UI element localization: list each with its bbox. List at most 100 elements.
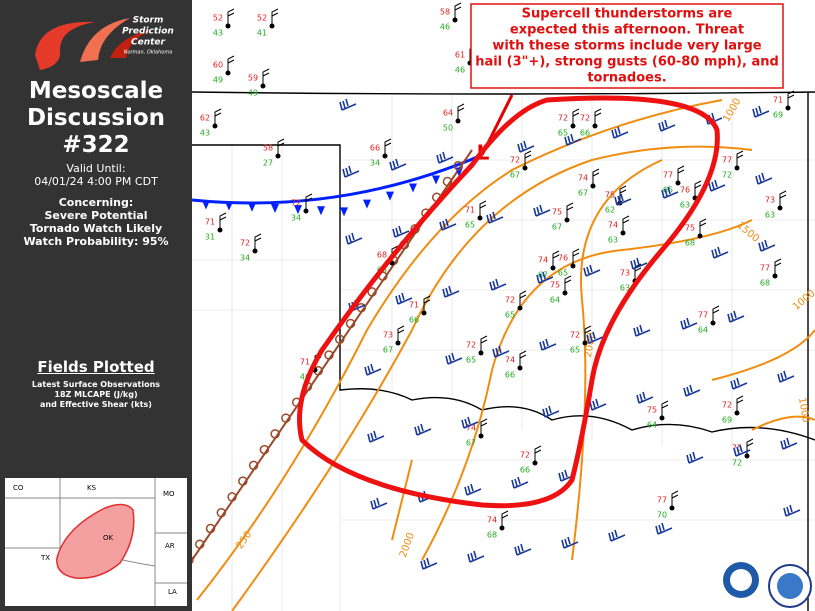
contour — [711, 329, 815, 381]
front-pip — [248, 202, 256, 212]
station-temp: 74 — [538, 256, 548, 265]
wind-barb — [214, 108, 222, 126]
station-temp: 72 — [240, 239, 250, 248]
state-border — [339, 355, 815, 441]
title: Mesoscale — [28, 78, 164, 104]
shear-barb — [367, 430, 385, 443]
wind-barb — [227, 8, 235, 26]
dryline-scallop — [453, 161, 463, 171]
state-border — [192, 91, 815, 95]
station-temp: 71 — [205, 218, 215, 227]
shear-barb — [589, 398, 607, 411]
wind-barb — [423, 295, 431, 313]
station-temp: 52 — [257, 14, 267, 23]
wind-barb — [534, 445, 542, 463]
station-dewpoint: 65 — [466, 356, 476, 365]
station-dewpoint: 41 — [257, 29, 267, 38]
inset-label: MO — [163, 490, 175, 498]
logo-text: Storm — [133, 16, 164, 26]
valid-label: Valid Until: — [66, 162, 126, 175]
wind-barb — [277, 138, 285, 156]
shear-barb — [533, 204, 551, 217]
front-pip — [409, 183, 417, 193]
station-temp: 72 — [291, 199, 301, 208]
station-dewpoint: 49 — [213, 76, 223, 85]
station-temp: 72 — [520, 451, 530, 460]
contour-label: 1000 — [791, 288, 815, 313]
contour-label: 2000 — [398, 531, 417, 559]
station-temp: 76 — [680, 186, 690, 195]
dryline-scallop — [259, 444, 270, 455]
station-temp: 74 — [505, 356, 515, 365]
callout-line: expected this afternoon. Threat — [510, 23, 744, 38]
station-temp: 52 — [213, 14, 223, 23]
station-dewpoint: 67 — [578, 189, 588, 198]
dryline-scallop — [410, 224, 420, 234]
shear-barb — [558, 469, 576, 482]
wind-barb — [384, 138, 392, 156]
station-temp: 77 — [663, 171, 673, 180]
inset-label: CO — [13, 484, 24, 492]
shear-barb — [364, 363, 382, 376]
station-temp: 74 — [578, 174, 588, 183]
station-temp: 76 — [558, 254, 568, 263]
front-pip — [317, 206, 325, 216]
logo-swoosh — [80, 18, 130, 62]
station-temp: 72 — [505, 296, 515, 305]
station-dewpoint: 64 — [647, 421, 657, 430]
station-dewpoint: 27 — [263, 159, 273, 168]
contour-label: 1500 — [734, 220, 761, 245]
inset-border — [5, 478, 187, 606]
fields-item: and Effective Shear (kts) — [40, 400, 152, 409]
shear-barb — [780, 437, 798, 450]
shear-barb — [777, 370, 795, 383]
station-temp: 71 — [300, 358, 310, 367]
station-dewpoint: 46 — [440, 23, 450, 32]
station-temp: 59 — [248, 74, 258, 83]
station-dewpoint: 65 — [505, 311, 515, 320]
contour — [231, 145, 753, 611]
inset-label: TX — [40, 554, 50, 562]
shear-barb — [614, 193, 632, 206]
contour — [571, 159, 663, 561]
callout-line: with these storms include very large — [492, 39, 761, 54]
station-temp: 74 — [487, 516, 497, 525]
dryline-scallop — [324, 350, 334, 360]
wind-barb — [572, 108, 580, 126]
wind-barb — [712, 305, 720, 323]
shear-barb — [758, 239, 776, 252]
shear-barb — [564, 133, 582, 146]
station-dewpoint: 65 — [570, 346, 580, 355]
shear-barb — [583, 264, 601, 277]
md-number: #322 — [62, 132, 130, 158]
callout-line: tornadoes. — [587, 71, 666, 86]
contour — [196, 99, 723, 601]
inset-label: OK — [103, 534, 114, 542]
wind-barb — [519, 350, 527, 368]
station-dewpoint: 68 — [685, 239, 695, 248]
inset-map: CO KS MO TX OK AR LA — [5, 478, 187, 606]
contour — [751, 415, 815, 431]
cape-contours — [196, 99, 815, 611]
logo-swoosh — [110, 30, 150, 58]
md-outline — [297, 95, 720, 509]
wind-barb — [787, 90, 795, 108]
dryline-scallop — [227, 492, 237, 502]
wind-barb — [480, 335, 488, 353]
station-dewpoint: 66 — [505, 371, 515, 380]
station-temp: 72 — [466, 341, 476, 350]
station-dewpoint: 65 — [663, 186, 673, 195]
station-dewpoint: 67 — [383, 346, 393, 355]
shear-barb — [461, 416, 479, 429]
station-dewpoint: 67 — [466, 439, 476, 448]
station-dewpoint: 34 — [370, 159, 380, 168]
wind-barb — [271, 8, 279, 26]
front-pip — [363, 199, 371, 209]
wind-barb — [619, 185, 627, 203]
station-temp: 72 — [570, 331, 580, 340]
shear-barb — [686, 451, 704, 464]
shear-barb — [436, 151, 454, 164]
contour-label: 250 — [234, 529, 254, 551]
wind-barb — [671, 490, 679, 508]
wind-barb — [219, 212, 227, 230]
